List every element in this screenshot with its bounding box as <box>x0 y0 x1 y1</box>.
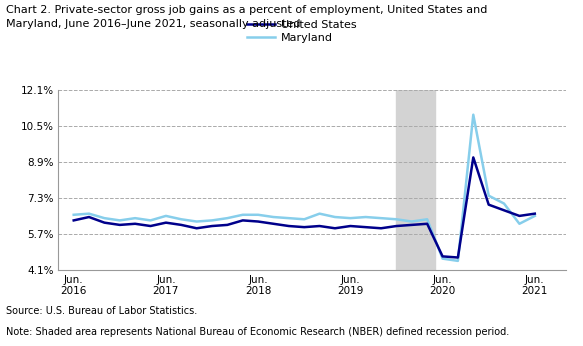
Maryland <box>516 222 523 226</box>
Maryland <box>163 214 170 218</box>
Maryland <box>239 213 246 217</box>
United States <box>454 255 461 260</box>
United States <box>531 212 538 216</box>
Maryland <box>316 212 323 216</box>
United States <box>378 226 385 230</box>
United States <box>316 224 323 228</box>
United States <box>101 221 108 225</box>
Line: United States: United States <box>73 157 535 257</box>
United States <box>178 223 185 227</box>
Maryland <box>393 217 400 221</box>
United States <box>347 224 354 228</box>
Text: Source: U.S. Bureau of Labor Statistics.: Source: U.S. Bureau of Labor Statistics. <box>6 306 197 316</box>
Text: Maryland, June 2016–June 2021, seasonally adjusted: Maryland, June 2016–June 2021, seasonall… <box>6 19 300 29</box>
Text: Note: Shaded area represents National Bureau of Economic Research (NBER) defined: Note: Shaded area represents National Bu… <box>6 327 509 337</box>
Text: Chart 2. Private-sector gross job gains as a percent of employment, United State: Chart 2. Private-sector gross job gains … <box>6 5 487 15</box>
United States <box>424 222 431 226</box>
Maryland <box>101 216 108 220</box>
United States <box>270 222 277 226</box>
Maryland <box>439 257 446 261</box>
Maryland <box>347 216 354 220</box>
Maryland <box>86 212 93 216</box>
United States <box>147 224 154 228</box>
Maryland <box>285 216 292 220</box>
United States <box>408 223 415 227</box>
United States <box>332 226 339 230</box>
Maryland <box>301 217 308 221</box>
United States <box>485 202 492 207</box>
Maryland <box>255 213 262 217</box>
United States <box>163 221 170 225</box>
Maryland <box>485 193 492 198</box>
United States <box>132 222 139 226</box>
Maryland <box>408 219 415 224</box>
Maryland <box>470 113 477 117</box>
United States <box>362 225 369 229</box>
United States <box>516 214 523 218</box>
Maryland <box>117 218 124 222</box>
United States <box>224 223 231 227</box>
Maryland <box>132 216 139 220</box>
United States <box>301 225 308 229</box>
Maryland <box>270 215 277 219</box>
Maryland <box>193 219 200 224</box>
Maryland <box>500 201 507 206</box>
United States <box>70 218 77 222</box>
United States <box>500 208 507 212</box>
United States <box>86 215 93 219</box>
Maryland <box>147 218 154 222</box>
Legend: United States, Maryland: United States, Maryland <box>247 20 356 43</box>
United States <box>255 219 262 224</box>
United States <box>193 226 200 230</box>
Bar <box>396 90 435 270</box>
Maryland <box>209 218 216 222</box>
United States <box>239 218 246 222</box>
Maryland <box>332 215 339 219</box>
United States <box>209 224 216 228</box>
United States <box>439 254 446 258</box>
Maryland <box>178 217 185 221</box>
United States <box>393 224 400 228</box>
Maryland <box>454 259 461 263</box>
United States <box>117 223 124 227</box>
Maryland <box>531 214 538 218</box>
Maryland <box>362 215 369 219</box>
United States <box>285 224 292 228</box>
Maryland <box>424 217 431 221</box>
United States <box>470 155 477 160</box>
Line: Maryland: Maryland <box>73 115 535 261</box>
Maryland <box>224 216 231 220</box>
Maryland <box>378 216 385 220</box>
Maryland <box>70 213 77 217</box>
